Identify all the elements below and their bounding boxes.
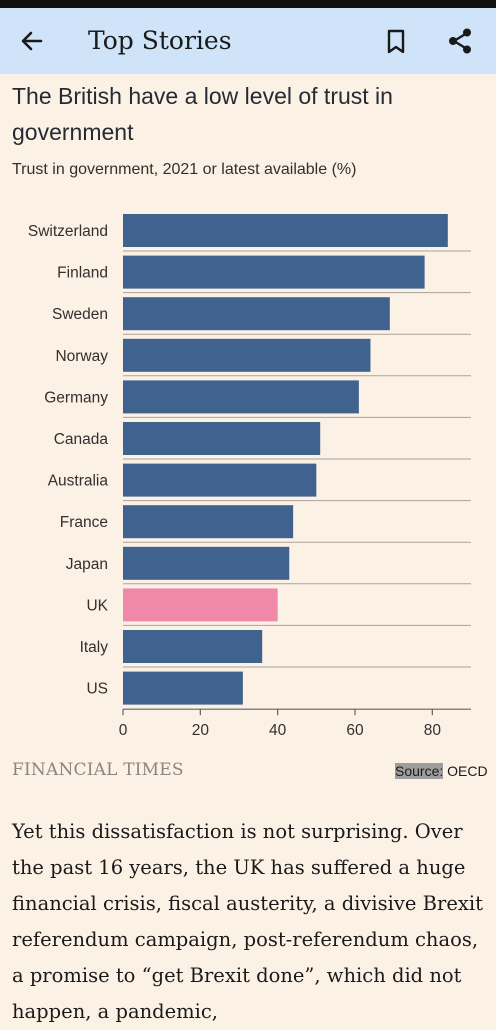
bookmark-icon[interactable]: [378, 23, 414, 59]
bar-finland: [123, 255, 425, 289]
source-label: Source:: [395, 763, 444, 779]
bar-chart: Switzerland Finland Sweden Norway Germany Can…: [28, 214, 471, 739]
chart-subtitle: Trust in government, 2021 or latest avai…: [12, 161, 357, 178]
category-label: Norway: [55, 348, 108, 365]
x-tick-label: 0: [119, 722, 128, 739]
category-label: Finland: [57, 265, 108, 282]
category-label: Japan: [66, 556, 108, 573]
bar-norway: [123, 338, 371, 372]
category-label: France: [60, 514, 108, 531]
status-bar: [0, 0, 496, 8]
source-value: OECD: [447, 763, 488, 779]
category-label: Italy: [80, 639, 109, 656]
bar-switzerland: [123, 214, 448, 247]
chart-title: The British have a low level of trust in…: [12, 83, 393, 145]
x-tick-label: 20: [192, 722, 210, 739]
category-label: Switzerland: [28, 223, 108, 240]
bar-italy: [123, 630, 263, 663]
x-tick-label: 80: [424, 722, 442, 739]
bar-sweden: [123, 297, 390, 331]
bar-canada: [123, 422, 321, 455]
category-label: UK: [86, 597, 108, 614]
category-label: Germany: [44, 389, 108, 406]
share-icon[interactable]: [442, 23, 478, 59]
category-label: Sweden: [52, 306, 108, 323]
financial-times-logo: FINANCIAL TIMES: [12, 760, 184, 780]
category-label: US: [86, 681, 108, 698]
x-tick-label: 40: [269, 722, 287, 739]
bar-japan: [123, 546, 290, 580]
bar-france: [123, 505, 294, 539]
bar-australia: [123, 463, 317, 497]
app-bar: Top Stories: [0, 8, 496, 74]
bar-uk: [123, 588, 278, 622]
category-label: Australia: [48, 473, 109, 490]
back-arrow-icon[interactable]: [14, 23, 50, 59]
bar-germany: [123, 380, 359, 414]
bar-us: [123, 671, 243, 705]
app-bar-title: Top Stories: [88, 26, 232, 55]
source-note: Source: OECD: [395, 763, 488, 779]
x-tick-label: 60: [346, 722, 364, 739]
article-body-paragraph: Yet this dissatisfaction is not surprisi…: [12, 820, 483, 1023]
category-label: Canada: [54, 431, 109, 448]
